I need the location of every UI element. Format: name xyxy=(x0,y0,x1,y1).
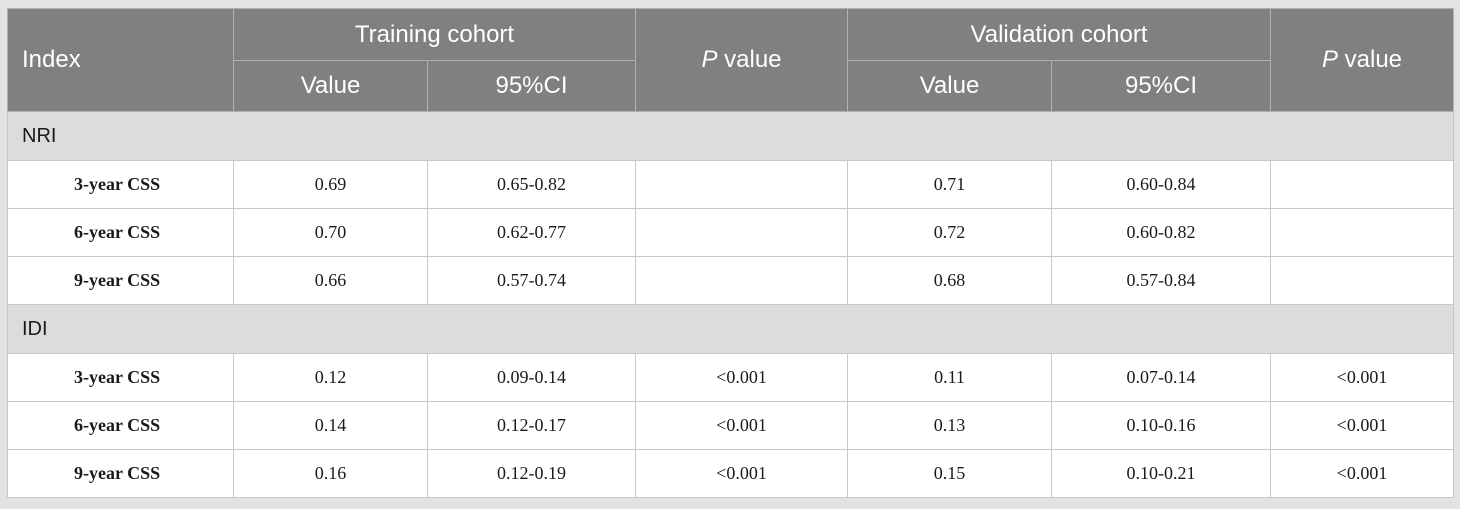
header-row-top: Index Training cohort P value Validation… xyxy=(7,8,1454,112)
training-cohort-header: Training cohort xyxy=(233,8,636,61)
training-value-cell: 0.14 xyxy=(233,401,428,450)
table-body: NRI 3-year CSS 0.69 0.65-0.82 0.71 0.60-… xyxy=(7,111,1454,498)
validation-p-value-header: P value xyxy=(1270,8,1454,112)
training-p-value-header: P value xyxy=(635,8,848,112)
training-p-cell xyxy=(635,160,848,209)
validation-ci-cell: 0.07-0.14 xyxy=(1051,353,1271,402)
section-row-idi: IDI xyxy=(7,304,1454,354)
validation-value-cell: 0.71 xyxy=(847,160,1052,209)
row-label: 3-year CSS xyxy=(7,353,234,402)
validation-value-cell: 0.68 xyxy=(847,256,1052,305)
training-value-cell: 0.70 xyxy=(233,208,428,257)
validation-p-cell xyxy=(1270,256,1454,305)
row-label: 9-year CSS xyxy=(7,256,234,305)
table-row: 6-year CSS 0.14 0.12-0.17 <0.001 0.13 0.… xyxy=(7,401,1454,450)
validation-ci-cell: 0.60-0.82 xyxy=(1051,208,1271,257)
validation-value-cell: 0.72 xyxy=(847,208,1052,257)
row-label: 6-year CSS xyxy=(7,208,234,257)
validation-p-cell: <0.001 xyxy=(1270,353,1454,402)
training-p-cell xyxy=(635,208,848,257)
section-title: IDI xyxy=(7,304,1454,354)
row-label: 6-year CSS xyxy=(7,401,234,450)
validation-value-cell: 0.15 xyxy=(847,449,1052,498)
training-ci-cell: 0.65-0.82 xyxy=(427,160,636,209)
training-value-cell: 0.69 xyxy=(233,160,428,209)
training-value-cell: 0.16 xyxy=(233,449,428,498)
training-ci-cell: 0.62-0.77 xyxy=(427,208,636,257)
validation-ci-cell: 0.10-0.16 xyxy=(1051,401,1271,450)
section-title: NRI xyxy=(7,111,1454,161)
training-ci-header: 95%CI xyxy=(427,60,636,112)
validation-ci-header: 95%CI xyxy=(1051,60,1271,112)
validation-ci-cell: 0.57-0.84 xyxy=(1051,256,1271,305)
table-row: 9-year CSS 0.16 0.12-0.19 <0.001 0.15 0.… xyxy=(7,449,1454,498)
p-value-word: value xyxy=(717,46,782,73)
validation-p-cell: <0.001 xyxy=(1270,401,1454,450)
validation-p-cell xyxy=(1270,160,1454,209)
validation-p-cell: <0.001 xyxy=(1270,449,1454,498)
validation-value-header: Value xyxy=(847,60,1052,112)
validation-ci-cell: 0.10-0.21 xyxy=(1051,449,1271,498)
training-ci-cell: 0.09-0.14 xyxy=(427,353,636,402)
index-header: Index xyxy=(7,8,234,112)
training-ci-cell: 0.57-0.74 xyxy=(427,256,636,305)
validation-p-cell xyxy=(1270,208,1454,257)
training-ci-cell: 0.12-0.19 xyxy=(427,449,636,498)
validation-value-cell: 0.11 xyxy=(847,353,1052,402)
training-value-cell: 0.12 xyxy=(233,353,428,402)
training-value-cell: 0.66 xyxy=(233,256,428,305)
training-ci-cell: 0.12-0.17 xyxy=(427,401,636,450)
validation-value-cell: 0.13 xyxy=(847,401,1052,450)
p-value-word: value xyxy=(1337,46,1403,73)
table-row: 3-year CSS 0.69 0.65-0.82 0.71 0.60-0.84 xyxy=(7,160,1454,209)
results-table: Index Training cohort P value Validation… xyxy=(7,8,1454,498)
table-row: 9-year CSS 0.66 0.57-0.74 0.68 0.57-0.84 xyxy=(7,256,1454,305)
table-header: Index Training cohort P value Validation… xyxy=(7,8,1454,112)
validation-cohort-header: Validation cohort xyxy=(847,8,1271,61)
training-p-cell: <0.001 xyxy=(635,401,848,450)
table-row: 3-year CSS 0.12 0.09-0.14 <0.001 0.11 0.… xyxy=(7,353,1454,402)
row-label: 3-year CSS xyxy=(7,160,234,209)
training-value-header: Value xyxy=(233,60,428,112)
header-row-sub: Value 95%CI Value 95%CI xyxy=(8,60,1454,112)
training-p-cell: <0.001 xyxy=(635,353,848,402)
section-row-nri: NRI xyxy=(7,111,1454,161)
p-italic: P xyxy=(1321,46,1338,73)
validation-ci-cell: 0.60-0.84 xyxy=(1051,160,1271,209)
p-italic: P xyxy=(701,46,718,73)
training-p-cell xyxy=(635,256,848,305)
row-label: 9-year CSS xyxy=(7,449,234,498)
training-p-cell: <0.001 xyxy=(635,449,848,498)
table-row: 6-year CSS 0.70 0.62-0.77 0.72 0.60-0.82 xyxy=(7,208,1454,257)
